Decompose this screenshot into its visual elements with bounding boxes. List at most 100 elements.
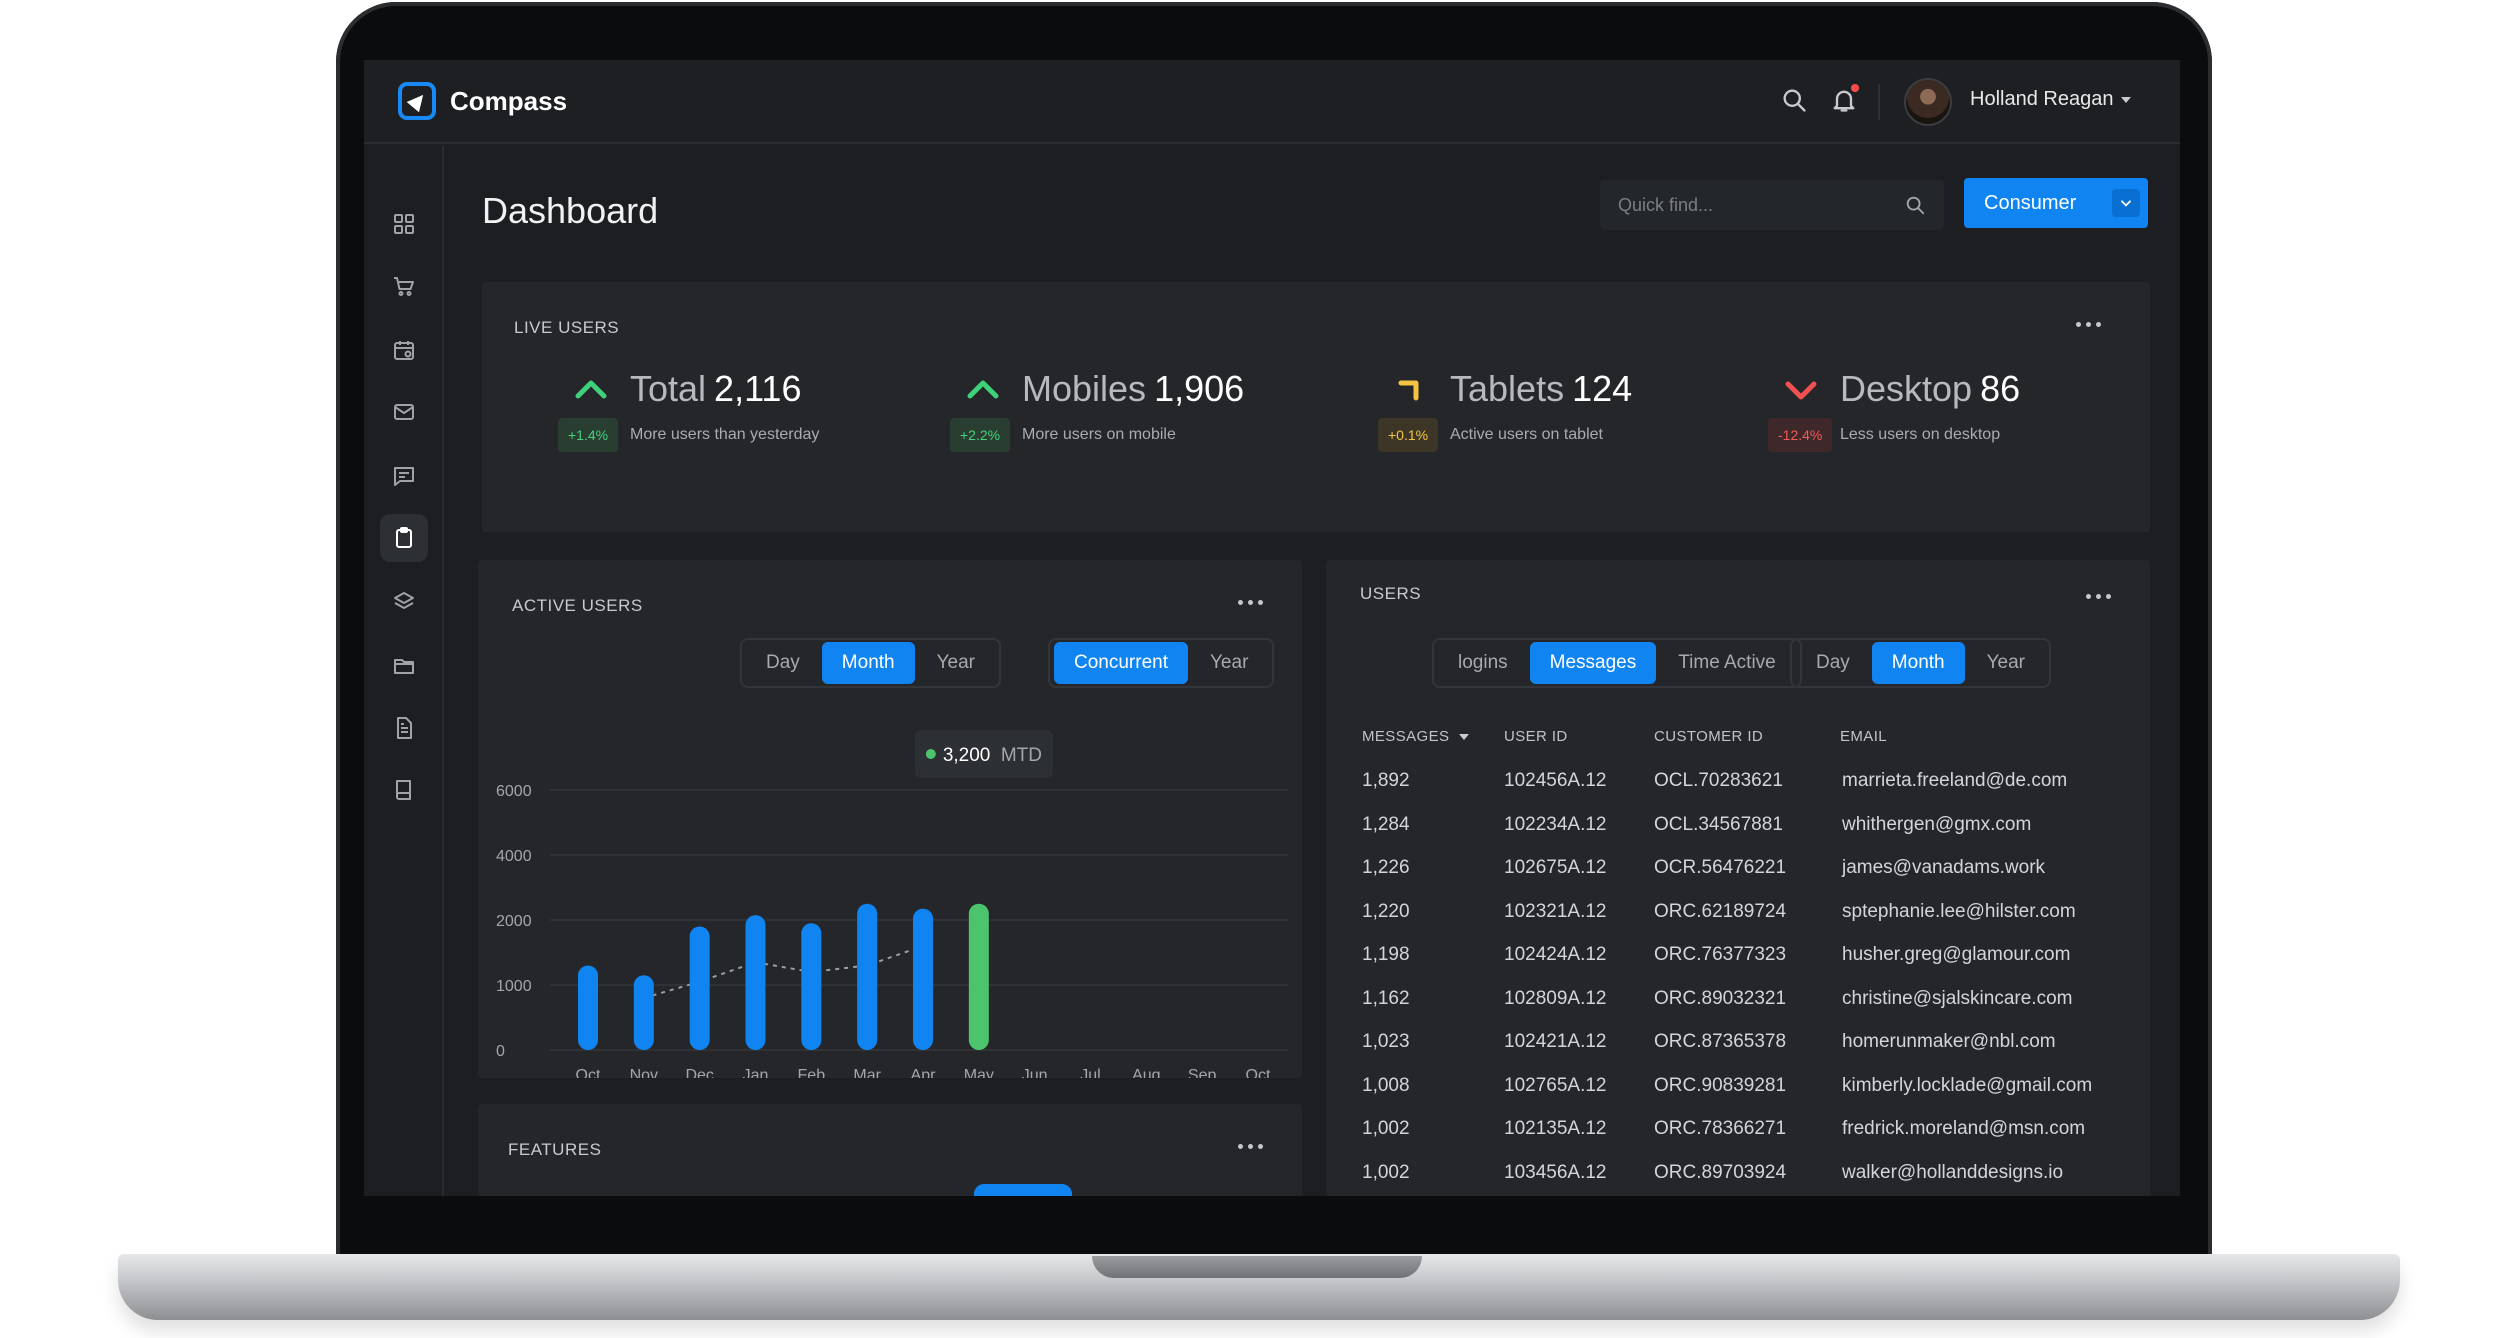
bar: [578, 965, 598, 1050]
cell-messages: 1,198: [1362, 944, 1410, 965]
stat-badge: +2.2%: [950, 418, 1011, 452]
sidebar-item-clipboard[interactable]: [380, 514, 428, 562]
sidebar-item-book[interactable]: [380, 766, 428, 814]
features-tab-active[interactable]: [974, 1184, 1072, 1196]
sidebar-item-cart[interactable]: [380, 262, 428, 310]
cell-email[interactable]: husher.greg@glamour.com: [1842, 944, 2071, 965]
bar-highlight: [968, 903, 989, 1050]
cell-user-id: 102234A.12: [1504, 813, 1607, 835]
cell-messages: 1,023: [1362, 1031, 1410, 1052]
cell-email[interactable]: walker@hollanddesigns.io: [1842, 1161, 2064, 1183]
stat-value: 124: [1572, 368, 1633, 409]
cell-customer-id: ORC.87365378: [1654, 1031, 1787, 1052]
stat-label: Total: [630, 368, 707, 409]
more-options-icon[interactable]: [2086, 594, 2111, 599]
tab-concurrent[interactable]: Concurrent: [1054, 642, 1188, 684]
stat-description: More users than yesterday: [630, 426, 820, 443]
x-tick-label: Sep: [1188, 1067, 1217, 1078]
cell-email[interactable]: christine@sjalskincare.com: [1842, 987, 2073, 1009]
x-tick-label: Apr: [911, 1067, 937, 1078]
y-tick-label: 1000: [496, 978, 532, 995]
metric-toggle: logins Messages Time Active: [1432, 638, 1802, 688]
notification-dot: [1851, 84, 1859, 92]
more-options-icon[interactable]: [1238, 600, 1263, 605]
column-header-user-id[interactable]: USER ID: [1504, 728, 1568, 745]
chevron-down-icon: [2121, 96, 2132, 103]
consumer-button[interactable]: Consumer: [1964, 178, 2148, 228]
sidebar-item-calendar[interactable]: [380, 326, 428, 374]
consumer-dropdown-toggle[interactable]: [2112, 189, 2140, 217]
chat-icon: [394, 467, 414, 486]
stat-description: Less users on desktop: [1840, 426, 2001, 443]
grid-icon: [394, 214, 414, 234]
search-icon[interactable]: [1780, 86, 1808, 114]
x-tick-label: May: [964, 1067, 994, 1078]
compass-logo-icon: [398, 82, 436, 120]
avatar[interactable]: [1904, 78, 1952, 126]
cell-email[interactable]: kimberly.locklade@gmail.com: [1842, 1074, 2093, 1096]
cart-icon: [394, 277, 414, 296]
logo[interactable]: Compass: [398, 82, 567, 120]
tab-year[interactable]: Year: [936, 652, 975, 673]
tab-logins[interactable]: logins: [1458, 652, 1508, 673]
cell-email[interactable]: homerunmaker@nbl.com: [1842, 1031, 2056, 1052]
tab-day[interactable]: Day: [766, 652, 800, 673]
trend-line: [643, 945, 924, 999]
arrow-flat-icon: [1398, 380, 1419, 401]
column-header-customer-id[interactable]: CUSTOMER ID: [1654, 728, 1764, 745]
bar: [913, 908, 933, 1050]
cell-messages: 1,892: [1362, 770, 1410, 791]
sidebar-item-chat[interactable]: [380, 452, 428, 500]
tab-month[interactable]: Month: [821, 642, 915, 684]
sidebar-item-folder[interactable]: [380, 642, 428, 690]
cell-user-id: 103456A.12: [1504, 1161, 1607, 1183]
cell-email[interactable]: sptephanie.lee@hilster.com: [1842, 900, 2076, 922]
column-header-messages[interactable]: MESSAGES: [1362, 728, 1470, 745]
column-header-label: MESSAGES: [1362, 728, 1450, 745]
search-icon[interactable]: [1904, 194, 1926, 216]
stat-label: Tablets: [1450, 368, 1565, 409]
cell-email[interactable]: fredrick.moreland@msn.com: [1842, 1118, 2086, 1139]
cell-email[interactable]: james@vanadams.work: [1842, 857, 2046, 878]
tab-month[interactable]: Month: [1871, 642, 1965, 684]
x-tick-label: Jul: [1080, 1067, 1100, 1078]
cell-user-id: 102424A.12: [1504, 944, 1607, 965]
arrow-up-icon: [967, 380, 999, 399]
arrow-up-icon: [575, 380, 607, 399]
cell-customer-id: ORC.78366271: [1654, 1118, 1787, 1139]
tab-year-mode[interactable]: Year: [1210, 652, 1249, 673]
bar: [857, 903, 878, 1050]
more-options-icon[interactable]: [2076, 322, 2101, 327]
chevron-down-icon: [2121, 200, 2131, 207]
more-options-icon[interactable]: [1238, 1144, 1263, 1149]
user-menu[interactable]: Holland Reagan: [1970, 88, 2132, 111]
card-title: USERS: [1360, 584, 1422, 603]
x-tick-label: Mar: [853, 1067, 881, 1078]
column-header-email[interactable]: EMAIL: [1840, 728, 1888, 745]
book-icon: [396, 780, 411, 800]
mode-toggle: Concurrent Year: [1048, 638, 1275, 688]
tooltip-dot: [925, 749, 936, 759]
sidebar-item-mail[interactable]: [380, 388, 428, 436]
cell-customer-id: ORC.89032321: [1654, 987, 1787, 1009]
tab-messages[interactable]: Messages: [1529, 642, 1657, 684]
mail-icon: [394, 404, 414, 420]
consumer-button-label: Consumer: [1984, 191, 2077, 214]
sidebar-item-document[interactable]: [380, 704, 428, 752]
cell-messages: 1,284: [1362, 813, 1410, 835]
tab-time-active[interactable]: Time Active: [1678, 652, 1776, 673]
cell-email[interactable]: whithergen@gmx.com: [1842, 813, 2032, 835]
sidebar: [364, 146, 444, 1196]
cell-user-id: 102135A.12: [1504, 1118, 1607, 1139]
bar: [633, 975, 654, 1050]
cell-user-id: 102675A.12: [1504, 857, 1607, 878]
bell-icon[interactable]: [1830, 86, 1858, 114]
quick-find[interactable]: [1600, 180, 1944, 230]
cell-messages: 1,002: [1362, 1161, 1410, 1183]
sidebar-item-layers[interactable]: [380, 578, 428, 626]
tab-day[interactable]: Day: [1816, 652, 1850, 673]
sidebar-item-grid[interactable]: [380, 200, 428, 248]
tab-year[interactable]: Year: [1986, 652, 2025, 673]
cell-email[interactable]: marrieta.freeland@de.com: [1842, 770, 2068, 791]
search-input[interactable]: [1618, 194, 1904, 216]
